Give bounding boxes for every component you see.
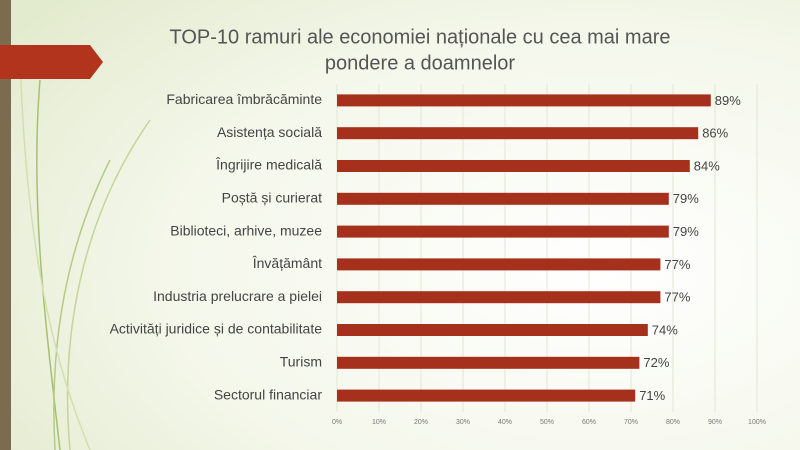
value-label: 77% [664,290,690,305]
side-strip [0,0,11,450]
value-label: 74% [652,322,678,337]
value-label: 72% [643,355,669,370]
y-tick-label: Îngrijire medicală [215,157,322,173]
y-tick-label: Biblioteci, arhive, muzee [170,222,322,238]
y-tick-label: Poștă și curierat [222,190,322,206]
y-tick-label: Fabricarea îmbrăcăminte [166,91,322,107]
bar [337,94,711,107]
bar [337,356,640,369]
value-label: 79% [673,224,699,239]
value-label: 84% [694,158,720,173]
x-tick-label: 80% [666,419,680,426]
value-label: 71% [639,388,665,403]
decor-curves [19,59,151,450]
value-label: 77% [664,257,690,272]
x-tick-label: 0% [332,419,342,426]
chart-title: pondere a doamnelor [325,52,515,74]
bar [337,192,669,205]
y-tick-label: Sectorul financiar [214,386,323,402]
x-tick-label: 10% [372,419,386,426]
x-tick-label: 60% [582,419,596,426]
x-tick-label: 30% [456,419,470,426]
bar [337,389,636,402]
x-tick-label: 20% [414,419,428,426]
value-label: 86% [702,126,728,141]
x-tick-label: 100% [748,419,766,426]
chart-title: TOP-10 ramuri ale economiei naționale cu… [170,26,671,48]
x-tick-label: 70% [624,419,638,426]
value-label: 79% [673,191,699,206]
bar [337,160,690,172]
y-tick-label: Turism [280,354,322,370]
bar [337,324,648,336]
bar [337,291,661,304]
bar [337,225,669,238]
y-tick-label: Asistența socială [217,124,322,140]
x-tick-label: 50% [540,419,554,426]
x-tick-label: 40% [498,419,512,426]
bar [337,258,661,271]
bar [337,127,699,140]
y-tick-label: Activități juridice și de contabilitate [110,321,323,337]
title-banner [0,45,103,79]
y-tick-label: Învățământ [252,255,322,271]
value-label: 89% [715,93,741,108]
y-tick-label: Industria prelucrare a pielei [153,288,322,304]
x-tick-label: 90% [708,419,722,426]
